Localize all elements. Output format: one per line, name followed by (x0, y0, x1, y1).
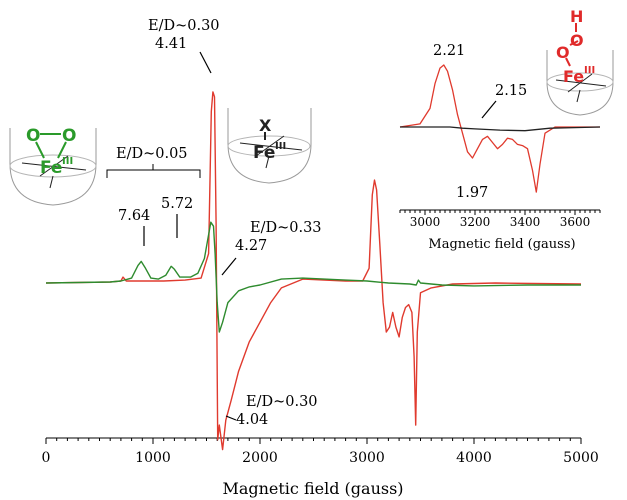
oxidation-state-peroxo: III (62, 156, 73, 167)
inset-annotation-g-215: 2.15 (495, 83, 527, 99)
annotation-ed-005: E/D~0.05 (116, 146, 188, 162)
ligand-line (239, 142, 303, 151)
structure-generic-fe: X Fe III (227, 108, 312, 184)
annotation-g-764: 7.64 (118, 208, 150, 224)
main-annotations: E/D~0.30 4.41 E/D~0.05 7.64 5.72 E/D~0.3… (106, 18, 322, 428)
annotation-g-427: 4.27 (235, 238, 267, 254)
atom-o-left: O (26, 126, 40, 146)
inset-series-group (399, 64, 601, 193)
o-fe-bond (35, 141, 45, 159)
o-fe-bond (565, 57, 571, 67)
atom-o-bottom: O (556, 43, 570, 62)
leader-g-427 (221, 257, 237, 276)
series-red-line (45, 91, 582, 451)
structure-hydroperoxo-fe: H O O Fe III (546, 7, 614, 116)
tick-label: 3400 (510, 215, 541, 229)
atom-x: X (259, 116, 272, 135)
o-o-bond (569, 40, 579, 46)
structure-peroxo-fe: O O Fe III (9, 126, 97, 206)
tick-label: 2000 (242, 450, 278, 466)
tick-label: 3600 (560, 215, 591, 229)
annotation-g-572: 5.72 (161, 196, 193, 212)
main-spectrum-plot: 0 1000 2000 3000 4000 5000 Magnetic field (ga… (42, 91, 599, 498)
tick-label: 4000 (456, 450, 492, 466)
atom-fe-generic: Fe (253, 143, 275, 163)
ligand-line (555, 79, 607, 87)
tick-label: 3000 (410, 215, 441, 229)
inset-leader-g-215 (481, 100, 497, 119)
annotation-g-441: 4.41 (155, 36, 187, 52)
tick-label: 0 (42, 450, 51, 466)
atom-fe-hydroperoxo: Fe (563, 67, 584, 86)
ligand-line (576, 89, 581, 103)
bracket-ed-005 (106, 169, 201, 178)
annotation-ed-033: E/D~0.33 (250, 220, 322, 236)
bowl-hydroperoxo (546, 50, 614, 116)
inset-x-axis-label: Magnetic field (gauss) (428, 237, 575, 252)
main-x-ticks: 0 1000 2000 3000 4000 5000 (42, 438, 599, 466)
inset-x-ticks: 3000 3200 3400 3600 (399, 210, 601, 229)
ligand-line (265, 155, 270, 169)
tick-label: 3000 (349, 450, 385, 466)
oxidation-state-generic: III (275, 141, 286, 152)
main-series-group (45, 91, 582, 451)
annotation-g-404: 4.04 (236, 412, 268, 428)
ligand-line (39, 155, 69, 177)
bowl-peroxo (9, 128, 97, 206)
series-red-line (399, 64, 600, 193)
series-green-line (45, 221, 581, 333)
inset-annotation-g-197: 1.97 (456, 185, 488, 201)
tick-label: 5000 (563, 450, 599, 466)
atom-h: H (570, 7, 583, 26)
series-black-line (400, 126, 601, 132)
oxidation-state-hydroperoxo: III (584, 65, 595, 76)
ligand-line (567, 73, 593, 93)
tick-label: 3200 (460, 215, 491, 229)
leader-g-404 (225, 415, 237, 421)
inset-spectrum-plot: 3000 3200 3400 3600 Magnetic field (gauss) … (399, 43, 601, 252)
atom-o-right: O (62, 126, 76, 146)
ligand-line (49, 175, 54, 189)
annotation-ed-030-bottom: E/D~0.30 (246, 394, 318, 410)
atom-o-top: O (570, 31, 584, 50)
main-x-axis-label: Magnetic field (gauss) (222, 479, 403, 498)
inset-annotation-g-221: 2.21 (433, 43, 465, 59)
leader-g-441 (199, 51, 212, 74)
ligand-line (255, 135, 285, 157)
atom-fe-peroxo: Fe (40, 158, 62, 178)
tick-label: 1000 (135, 450, 171, 466)
bowl-generic (227, 108, 312, 184)
o-fe-bond (57, 141, 67, 159)
annotation-ed-030-top: E/D~0.30 (148, 18, 220, 34)
